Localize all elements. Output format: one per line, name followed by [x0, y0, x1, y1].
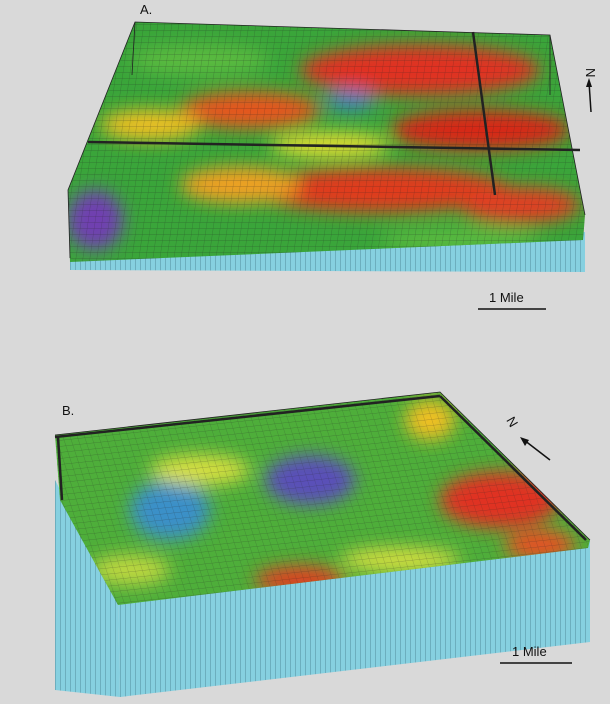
north-label: N: [583, 68, 598, 77]
north-label: N: [503, 414, 521, 430]
frame: [54, 391, 591, 541]
block-front: [118, 540, 590, 697]
frame: [67, 21, 586, 259]
panel-b: B. N 1 Mile: [54, 391, 591, 697]
north-arrow: [523, 439, 551, 461]
north-arrowhead: [520, 437, 529, 446]
scale-label: 1 Mile: [489, 290, 524, 305]
block-side: [55, 480, 120, 697]
north-arrowhead: [586, 78, 592, 87]
panel-label: A.: [140, 2, 152, 17]
panel-a: A. N 1 Mile: [67, 2, 598, 310]
scale-label: 1 Mile: [512, 644, 547, 659]
panel-label: B.: [62, 403, 74, 418]
